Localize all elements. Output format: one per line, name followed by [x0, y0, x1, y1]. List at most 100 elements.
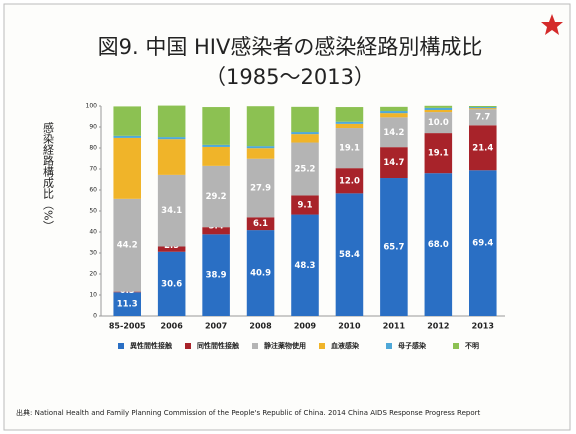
- data-label: 27.9: [250, 184, 271, 194]
- bar-segment: [113, 135, 141, 138]
- data-label: 40.9: [250, 269, 271, 279]
- bar-segment: [246, 146, 275, 149]
- bar-segment: [335, 168, 364, 194]
- legend-swatch: [185, 343, 191, 349]
- y-tick-label: 80: [89, 145, 97, 152]
- data-label: 19.1: [339, 144, 360, 154]
- data-label: 29.2: [206, 192, 227, 202]
- chart-title: 図9. 中国 HIV感染者の感染経路別構成比: [98, 35, 483, 59]
- bar-segment: [202, 146, 230, 166]
- bar-segment: [291, 106, 319, 133]
- legend-swatch: [118, 343, 124, 349]
- bar-segment: [202, 227, 230, 235]
- data-label: 48.3: [295, 261, 316, 271]
- bar-segment: [246, 148, 275, 159]
- legend-swatch: [252, 343, 258, 349]
- legend-label: 血液感染: [331, 341, 360, 350]
- bar-segment: [469, 125, 497, 171]
- bar-segment: [291, 132, 319, 135]
- bar-segment: [291, 142, 319, 196]
- y-tick-label: 0: [93, 313, 97, 320]
- y-tick-label: 100: [86, 103, 98, 110]
- bar-segment: [469, 170, 497, 316]
- data-label: 6.1: [253, 219, 268, 229]
- legend-swatch: [319, 343, 325, 349]
- bar-segment: [113, 106, 141, 136]
- legend-swatch: [386, 343, 392, 349]
- legend-label: 同性間性接触: [197, 341, 239, 350]
- legend-label: 不明: [465, 341, 479, 350]
- x-tick-label: 2013: [472, 322, 494, 331]
- x-tick-label: 2012: [427, 322, 449, 331]
- bar-segment: [202, 107, 230, 145]
- data-label: 12.0: [339, 176, 360, 186]
- bar-segment: [202, 165, 230, 228]
- bar-segment: [469, 109, 497, 126]
- bar-segment: [157, 105, 186, 138]
- bar-segment: [246, 217, 275, 231]
- legend-swatch: [453, 343, 459, 349]
- star-icon: [541, 14, 563, 35]
- bar-segment: [424, 109, 453, 113]
- data-label: 21.4: [472, 143, 493, 153]
- y-tick-label: 60: [89, 187, 97, 194]
- data-label: 44.2: [117, 241, 138, 251]
- y-tick-label: 40: [89, 229, 97, 236]
- bar-segment: [113, 137, 141, 199]
- bar-segment: [157, 246, 186, 252]
- data-label: 69.4: [472, 239, 493, 249]
- bar-segment: [157, 137, 186, 140]
- bar-segment: [380, 113, 408, 118]
- x-tick-label: 2009: [294, 322, 317, 331]
- data-label: 68.0: [428, 240, 449, 250]
- bar-segment: [424, 107, 453, 110]
- bar-segment: [380, 111, 408, 114]
- data-label: 58.4: [339, 250, 360, 260]
- bar-segment: [424, 173, 453, 316]
- bar-segment: [157, 174, 186, 247]
- bar-segment: [380, 117, 408, 148]
- bar-segment: [202, 234, 230, 316]
- x-tick-label: 85-2005: [109, 322, 146, 331]
- bar-segment: [424, 112, 453, 134]
- bar-segment: [113, 292, 141, 316]
- data-label: 11.3: [117, 300, 138, 310]
- bar-segment: [335, 128, 364, 169]
- data-label: 10.0: [428, 118, 449, 128]
- bar-segment: [380, 106, 408, 112]
- bar-segment: [424, 133, 453, 174]
- x-tick-label: 2011: [383, 322, 406, 331]
- x-tick-label: 2008: [249, 322, 272, 331]
- bar-segment: [380, 178, 408, 316]
- x-tick-label: 2010: [338, 322, 361, 331]
- y-tick-label: 70: [89, 166, 97, 173]
- bar-segment: [335, 123, 364, 129]
- data-label: 25.2: [295, 165, 316, 175]
- y-axis-label: 感染経路構成比（%）: [42, 122, 55, 232]
- bar-segment: [246, 106, 275, 147]
- y-tick-label: 20: [89, 271, 97, 278]
- bar-segment: [335, 107, 364, 122]
- data-label: 38.9: [206, 271, 227, 281]
- data-label: 65.7: [383, 243, 404, 253]
- bar-segment: [113, 291, 141, 293]
- y-tick-label: 90: [89, 124, 97, 131]
- data-label: 9.1: [297, 201, 312, 211]
- data-label: 30.6: [161, 279, 182, 289]
- y-tick-label: 10: [89, 292, 97, 299]
- bar-segment: [246, 158, 275, 218]
- data-label: 14.2: [383, 128, 404, 138]
- bar-segment: [157, 139, 186, 175]
- legend-label: 母子感染: [398, 341, 427, 350]
- bar-segment: [335, 193, 364, 316]
- bar-segment: [335, 121, 364, 124]
- bar-segment: [424, 105, 453, 108]
- data-label: 14.7: [383, 158, 404, 168]
- x-tick-label: 2006: [161, 322, 184, 331]
- legend-label: 異性間性接触: [130, 341, 172, 350]
- bar-segment: [291, 195, 319, 215]
- bar-segment: [380, 147, 408, 179]
- bar-segment: [202, 144, 230, 147]
- bar-segment: [157, 251, 186, 316]
